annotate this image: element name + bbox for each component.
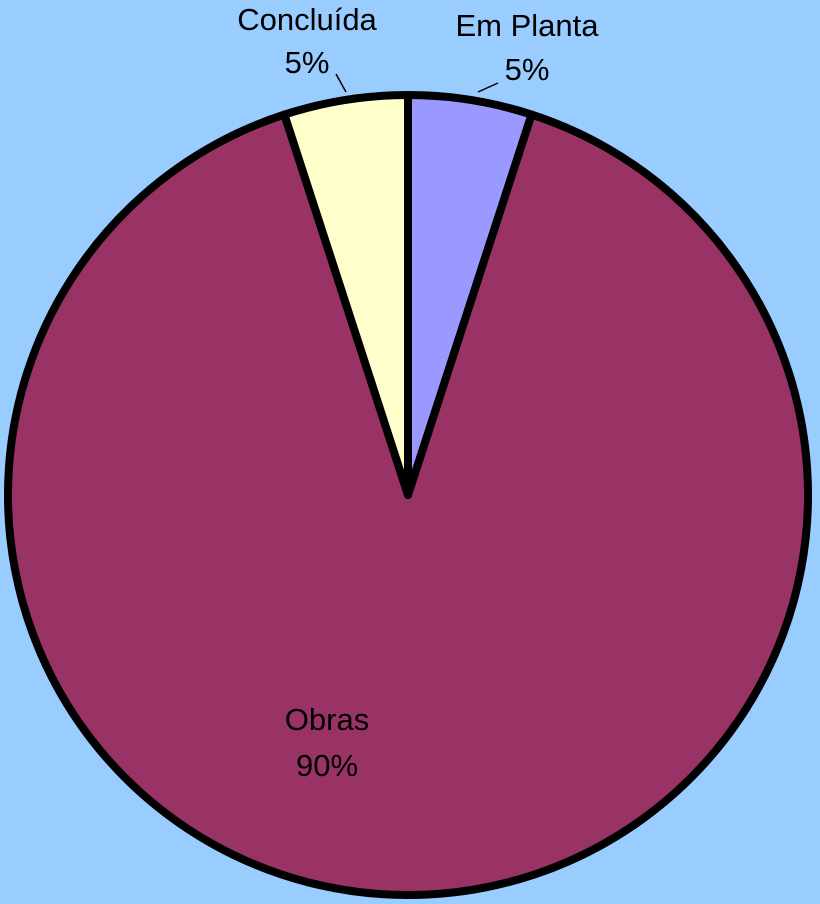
slice-label: Em Planta [455, 8, 599, 43]
slice-label: Obras [285, 702, 369, 737]
leader-line [335, 73, 347, 93]
slice-value-label: 5% [285, 45, 330, 80]
pie-slice [4, 110, 812, 899]
slice-value-label: 5% [505, 52, 550, 87]
pie-slice [280, 91, 412, 499]
slice-label: Concluída [237, 2, 377, 37]
leader-line [477, 82, 499, 93]
slice-value-label: 90% [296, 748, 358, 783]
